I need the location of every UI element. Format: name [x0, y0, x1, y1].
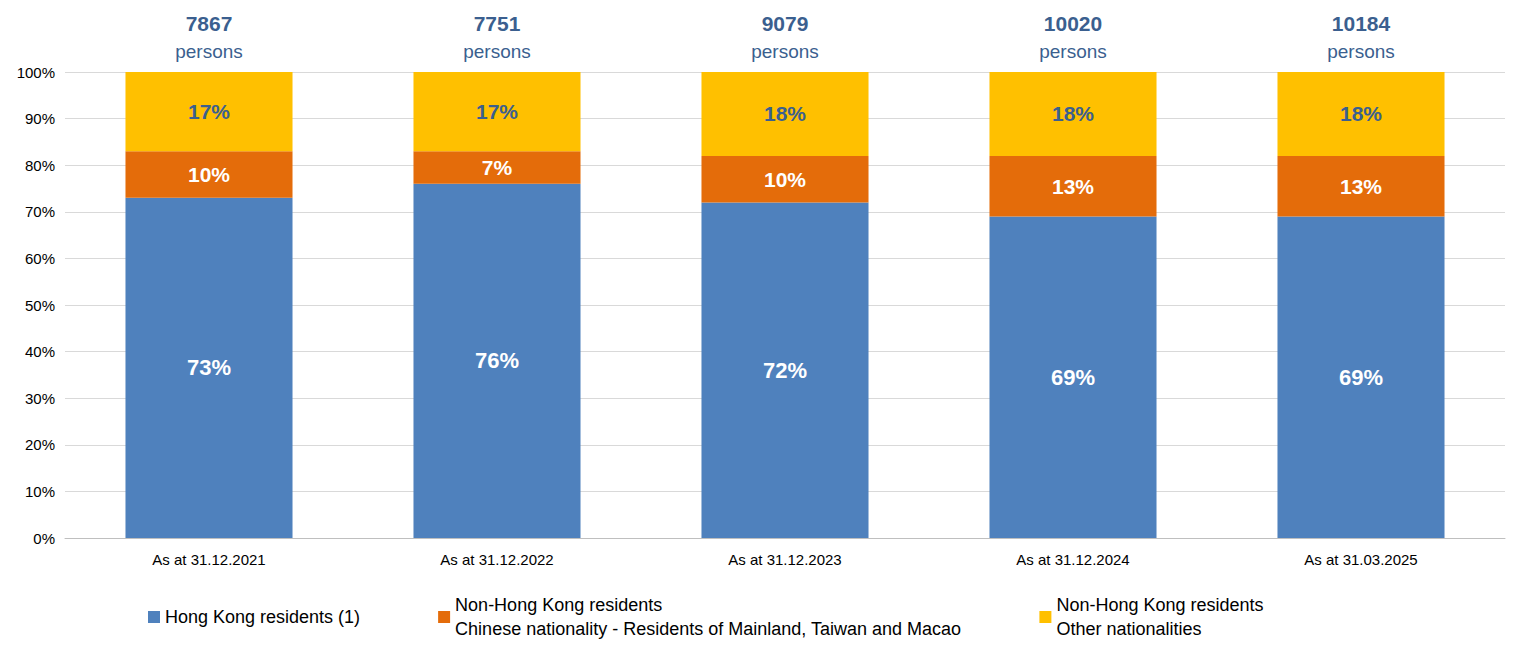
svg-text:10%: 10% — [764, 168, 806, 191]
svg-text:18%: 18% — [764, 102, 806, 125]
svg-text:persons: persons — [751, 41, 819, 62]
svg-text:Non-Hong Kong residents: Non-Hong Kong residents — [1056, 595, 1263, 615]
svg-text:7%: 7% — [482, 156, 513, 179]
svg-text:10%: 10% — [188, 163, 230, 186]
svg-text:18%: 18% — [1052, 102, 1094, 125]
svg-text:7751: 7751 — [474, 12, 521, 35]
svg-text:72%: 72% — [763, 358, 807, 383]
svg-text:10020: 10020 — [1044, 12, 1102, 35]
svg-text:13%: 13% — [1340, 175, 1382, 198]
svg-text:90%: 90% — [25, 110, 55, 127]
svg-text:100%: 100% — [17, 64, 55, 81]
svg-text:69%: 69% — [1339, 365, 1383, 390]
svg-text:Non-Hong Kong residents: Non-Hong Kong residents — [455, 595, 662, 615]
svg-text:73%: 73% — [187, 355, 231, 380]
svg-text:Other nationalities: Other nationalities — [1056, 619, 1201, 639]
svg-text:0%: 0% — [33, 530, 55, 547]
svg-text:persons: persons — [1327, 41, 1395, 62]
svg-text:10184: 10184 — [1332, 12, 1391, 35]
svg-text:17%: 17% — [188, 100, 230, 123]
svg-text:70%: 70% — [25, 203, 55, 220]
svg-text:20%: 20% — [25, 436, 55, 453]
svg-text:persons: persons — [175, 41, 243, 62]
svg-text:10%: 10% — [25, 483, 55, 500]
svg-text:80%: 80% — [25, 157, 55, 174]
svg-text:7867: 7867 — [186, 12, 233, 35]
svg-text:60%: 60% — [25, 250, 55, 267]
svg-text:Chinese nationality - Resident: Chinese nationality - Residents of Mainl… — [455, 619, 961, 639]
svg-text:9079: 9079 — [762, 12, 809, 35]
svg-text:40%: 40% — [25, 343, 55, 360]
svg-text:As at 31.12.2023: As at 31.12.2023 — [728, 551, 841, 568]
svg-text:Hong Kong residents (1): Hong Kong residents (1) — [165, 607, 360, 627]
svg-text:13%: 13% — [1052, 175, 1094, 198]
svg-text:persons: persons — [1039, 41, 1107, 62]
svg-text:As at 31.03.2025: As at 31.03.2025 — [1304, 551, 1417, 568]
svg-text:18%: 18% — [1340, 102, 1382, 125]
svg-text:76%: 76% — [475, 348, 519, 373]
svg-text:As at 31.12.2024: As at 31.12.2024 — [1016, 551, 1129, 568]
svg-text:persons: persons — [463, 41, 531, 62]
svg-text:50%: 50% — [25, 297, 55, 314]
svg-text:As at 31.12.2021: As at 31.12.2021 — [152, 551, 265, 568]
svg-text:17%: 17% — [476, 100, 518, 123]
svg-text:30%: 30% — [25, 390, 55, 407]
svg-text:As at 31.12.2022: As at 31.12.2022 — [440, 551, 553, 568]
svg-text:69%: 69% — [1051, 365, 1095, 390]
